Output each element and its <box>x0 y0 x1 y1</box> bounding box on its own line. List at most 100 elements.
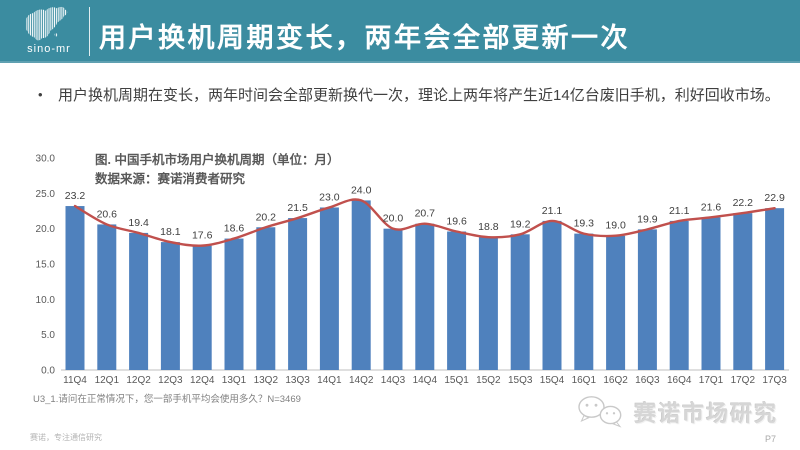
bar-value-label: 20.0 <box>383 213 404 225</box>
bar-value-label: 20.7 <box>415 208 436 220</box>
bar <box>351 200 371 370</box>
logo-text: sino-mr <box>27 43 71 55</box>
wechat-watermark: 赛诺市场研究 <box>577 394 778 430</box>
x-tick-label: 12Q2 <box>126 375 151 386</box>
y-tick-label: 0.0 <box>41 366 55 377</box>
header-divider <box>89 7 90 56</box>
page-title: 用户换机周期变长，两年会全部更新一次 <box>99 23 630 53</box>
x-tick-label: 14Q4 <box>413 375 438 386</box>
bar <box>542 220 562 370</box>
bar-chart: 30.0 25.0 20.0 15.0 10.0 5.0 0.0 23.2 11Q4 20.6 12… <box>36 154 789 386</box>
bullet-marker: • <box>38 87 43 102</box>
bar-value-label: 22.2 <box>733 197 754 209</box>
bar <box>510 234 530 370</box>
x-tick-label: 13Q1 <box>222 375 247 386</box>
slide-header: sino-mr 用户换机周期变长，两年会全部更新一次 <box>0 0 800 63</box>
bar-value-label: 19.3 <box>574 218 595 230</box>
china-map-icon <box>26 6 68 41</box>
bar-value-label: 18.1 <box>160 226 181 238</box>
x-tick-label: 15Q1 <box>444 375 469 386</box>
x-tick-label: 12Q1 <box>95 375 120 386</box>
x-tick-label: 16Q2 <box>603 375 628 386</box>
bar-value-label: 18.6 <box>224 223 245 235</box>
x-tick-label: 14Q1 <box>317 375 342 386</box>
bar <box>192 245 212 370</box>
x-tick-label: 15Q2 <box>476 375 501 386</box>
y-tick-label: 30.0 <box>36 154 56 165</box>
bar-value-label: 23.2 <box>65 190 86 202</box>
footer-left-text: 赛诺，专注通信研究 <box>30 433 102 442</box>
x-tick-label: 14Q3 <box>381 375 406 386</box>
bar-value-label: 19.6 <box>446 215 467 227</box>
bar <box>669 220 689 370</box>
bar-value-label: 19.0 <box>605 220 626 232</box>
wechat-label: 赛诺市场研究 <box>633 401 778 426</box>
line-group <box>73 198 776 247</box>
x-tick-label: 12Q4 <box>190 375 215 386</box>
bar-value-label: 20.6 <box>97 208 118 220</box>
bar <box>447 231 467 370</box>
bar <box>97 224 117 370</box>
bar <box>765 208 785 370</box>
bars-group <box>65 200 785 370</box>
sino-mr-logo: sino-mr <box>12 3 86 61</box>
bar <box>65 206 85 370</box>
y-tick-label: 25.0 <box>36 189 56 200</box>
bar <box>574 233 594 370</box>
x-tick-label: 12Q3 <box>158 375 183 386</box>
x-tick-label: 17Q1 <box>699 375 724 386</box>
y-tick-label: 10.0 <box>36 295 56 306</box>
chart-source: 数据来源：赛诺消费者研究 <box>95 172 246 186</box>
labels-group: 23.2 11Q4 20.6 12Q1 19.4 12Q2 18.1 12Q3 17.6 12Q4… <box>63 184 787 386</box>
x-tick-label: 13Q2 <box>254 375 279 386</box>
bar-value-label: 22.9 <box>764 192 785 204</box>
y-tick-label: 20.0 <box>36 224 56 235</box>
bullet-row: • 用户换机周期在变长，两年时间会全部更新换代一次，理论上两年将产生近14亿台废旧… <box>38 84 788 105</box>
y-tick-label: 5.0 <box>41 330 55 341</box>
bullet-text: 用户换机周期在变长，两年时间会全部更新换代一次，理论上两年将产生近14亿台废旧手… <box>58 87 780 104</box>
bar <box>606 235 626 370</box>
x-tick-label: 13Q3 <box>285 375 310 386</box>
chart-title: 图. 中国手机市场用户换机周期（单位：月） <box>95 153 340 167</box>
wechat-icon <box>578 396 622 428</box>
bar <box>129 232 149 370</box>
bar <box>224 238 244 370</box>
bar <box>733 213 753 370</box>
bar-value-label: 19.9 <box>637 213 658 225</box>
x-tick-label: 17Q2 <box>731 375 756 386</box>
bar <box>478 237 498 370</box>
chart-title-block: 图. 中国手机市场用户换机周期（单位：月） 数据来源：赛诺消费者研究 <box>95 151 339 189</box>
bar-value-label: 17.6 <box>192 230 213 242</box>
bar <box>701 217 721 370</box>
y-tick-label: 15.0 <box>36 260 56 271</box>
bar-value-label: 20.2 <box>256 211 277 223</box>
x-tick-label: 15Q3 <box>508 375 533 386</box>
bar <box>415 223 435 370</box>
page-number: P7 <box>764 434 776 444</box>
x-tick-label: 14Q2 <box>349 375 374 386</box>
bar <box>160 242 180 370</box>
bar <box>637 229 657 370</box>
bar <box>383 228 403 370</box>
bar <box>256 227 276 370</box>
x-tick-label: 16Q3 <box>635 375 660 386</box>
bar-value-label: 19.2 <box>510 218 531 230</box>
bar-value-label: 21.5 <box>287 202 308 214</box>
footnote: U3_1.请问在正常情况下，您一部手机平均会使用多久？N=3469 <box>33 394 301 405</box>
bar-value-label: 18.8 <box>478 221 499 233</box>
x-tick-label: 16Q1 <box>572 375 597 386</box>
bar-value-label: 23.0 <box>319 191 340 203</box>
bar-value-label: 24.0 <box>351 184 372 196</box>
x-tick-label: 16Q4 <box>667 375 692 386</box>
trend-line <box>73 198 776 247</box>
x-tick-label: 11Q4 <box>63 375 87 386</box>
bar-value-label: 21.1 <box>542 205 563 217</box>
x-tick-label: 15Q4 <box>540 375 565 386</box>
bar-value-label: 19.4 <box>128 217 149 229</box>
bar-value-label: 21.6 <box>701 201 722 213</box>
bar <box>319 207 339 370</box>
bar <box>288 218 308 370</box>
x-tick-label: 17Q3 <box>762 375 787 386</box>
bar-value-label: 21.1 <box>669 205 690 217</box>
